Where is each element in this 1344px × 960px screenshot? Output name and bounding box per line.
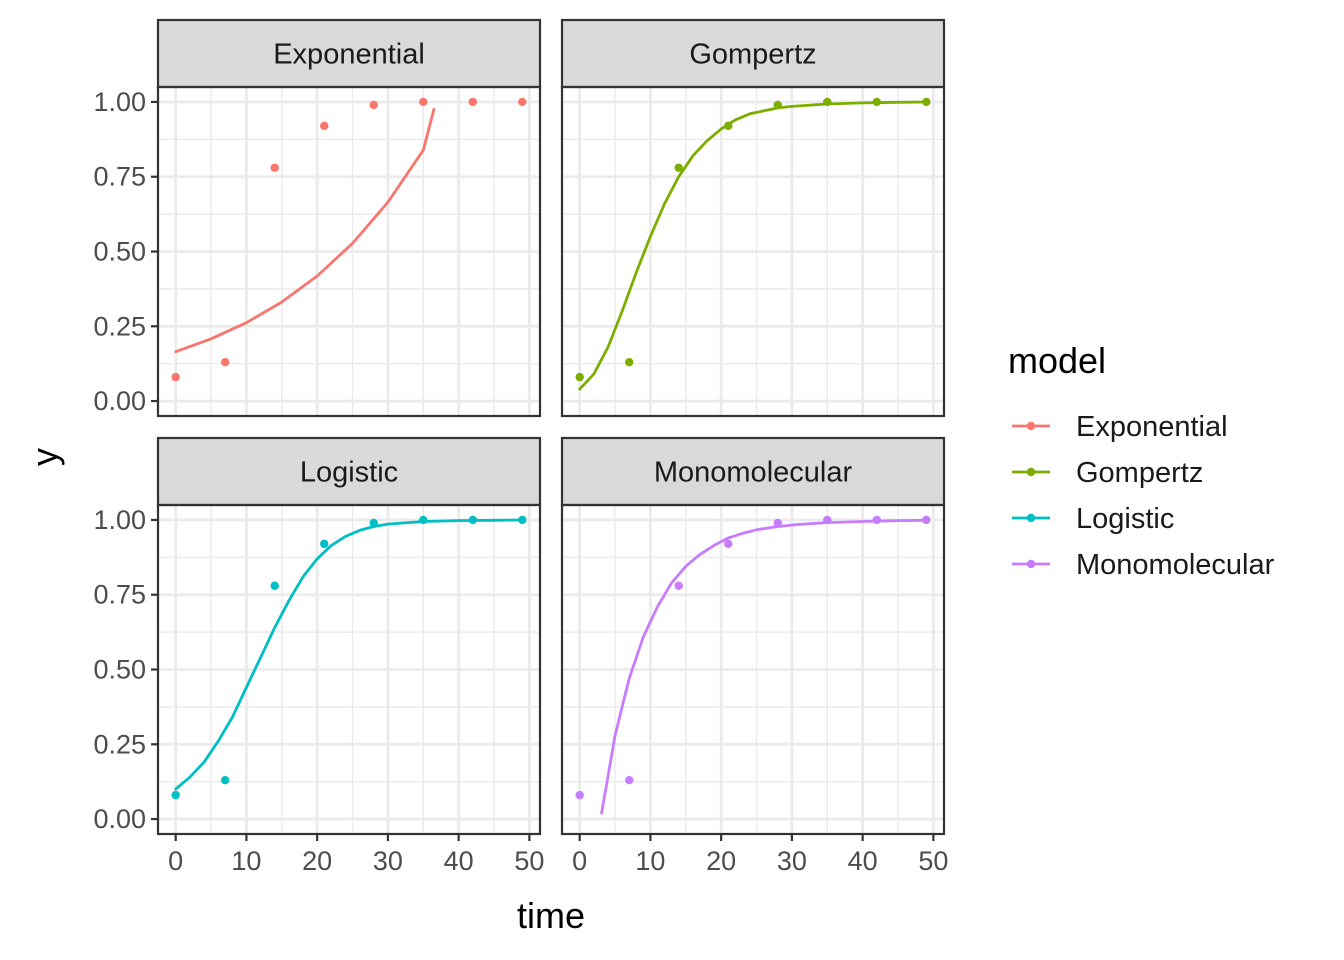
panel-border xyxy=(560,85,946,418)
facet-strip xyxy=(560,436,946,507)
data-point xyxy=(518,97,527,107)
y-tick-label: 0.00 xyxy=(93,386,146,416)
data-point xyxy=(419,97,428,107)
data-point xyxy=(625,357,634,367)
data-point xyxy=(872,97,881,107)
data-point xyxy=(369,518,378,528)
x-tick-label: 50 xyxy=(918,846,948,876)
y-tick-label: 1.00 xyxy=(93,505,146,535)
fitted-curve-monomolecular xyxy=(600,518,928,815)
legend-label: Monomolecular xyxy=(1076,549,1275,581)
x-tick-label: 0 xyxy=(572,846,587,876)
legend-title: model xyxy=(1008,340,1106,381)
y-tick-label: 0.75 xyxy=(93,580,146,610)
data-point xyxy=(221,357,230,367)
data-point xyxy=(369,100,378,110)
panel-border xyxy=(560,503,946,836)
legend-key-point xyxy=(1026,559,1036,569)
facet-panel-monomolecular: Monomolecular 0 10 20 30 40 50 xyxy=(560,436,948,876)
data-point xyxy=(171,790,180,800)
x-tick-label: 50 xyxy=(514,846,544,876)
y-tick-label: 1.00 xyxy=(93,87,146,117)
data-point xyxy=(773,100,782,110)
data-point xyxy=(922,515,931,525)
data-point xyxy=(270,581,279,590)
data-point xyxy=(724,539,733,549)
data-point xyxy=(171,372,180,382)
x-tick-label: 30 xyxy=(777,846,807,876)
x-tick-label: 40 xyxy=(848,846,878,876)
legend: model Exponential Gompertz Logistic Monomole… xyxy=(1008,340,1275,581)
facet-strip xyxy=(156,18,542,89)
x-tick-label: 10 xyxy=(635,846,665,876)
x-tick-label: 20 xyxy=(302,846,332,876)
data-point xyxy=(468,515,477,525)
y-tick-label: 0.25 xyxy=(93,729,146,759)
legend-label: Logistic xyxy=(1076,503,1174,535)
facet-strip-label: Gompertz xyxy=(689,39,816,71)
data-point xyxy=(575,372,584,382)
facet-strip xyxy=(156,436,542,507)
data-point xyxy=(674,581,683,590)
data-point xyxy=(823,97,832,107)
legend-key-point xyxy=(1026,421,1036,431)
facet-strip-label: Monomolecular xyxy=(654,457,853,489)
data-point xyxy=(922,97,931,107)
y-tick-label: 0.50 xyxy=(93,655,146,685)
fitted-curve-exponential xyxy=(174,108,436,354)
data-point xyxy=(419,515,428,525)
data-point xyxy=(575,790,584,800)
x-axis-title: time xyxy=(517,895,585,936)
legend-label: Exponential xyxy=(1076,411,1228,443)
x-tick-label: 10 xyxy=(231,846,261,876)
x-tick-label: 0 xyxy=(168,846,183,876)
data-point xyxy=(674,163,683,172)
data-point xyxy=(625,775,634,785)
fitted-curve-logistic xyxy=(174,518,524,791)
data-point xyxy=(773,518,782,528)
y-tick-label: 0.75 xyxy=(93,162,146,192)
data-point xyxy=(270,163,279,172)
facet-panel-gompertz: Gompertz xyxy=(560,18,946,418)
y-tick-label: 0.25 xyxy=(93,311,146,341)
y-tick-label: 0.00 xyxy=(93,804,146,834)
data-point xyxy=(823,515,832,525)
facet-strip-label: Exponential xyxy=(273,39,425,71)
data-point xyxy=(221,775,230,785)
facet-strip xyxy=(560,18,946,89)
fitted-curve-gompertz xyxy=(578,100,928,391)
data-point xyxy=(320,121,329,131)
facet-panel-exponential: Exponential 0.00 0.25 0.50 0.75 1.00 xyxy=(93,18,542,418)
data-point xyxy=(320,539,329,549)
y-tick-label: 0.50 xyxy=(93,237,146,267)
data-point xyxy=(724,121,733,131)
x-tick-label: 30 xyxy=(373,846,403,876)
data-point xyxy=(872,515,881,525)
facet-strip-label: Logistic xyxy=(300,457,398,489)
facet-panel-logistic: Logistic 0.00 0.25 0.50 0.75 1.00 0 10 20 30 40 50 xyxy=(93,436,544,876)
data-point xyxy=(468,97,477,107)
legend-key-point xyxy=(1026,467,1036,477)
x-tick-label: 40 xyxy=(444,846,474,876)
data-point xyxy=(518,515,527,525)
x-tick-label: 20 xyxy=(706,846,736,876)
legend-label: Gompertz xyxy=(1076,457,1203,489)
legend-key-point xyxy=(1026,513,1036,523)
y-axis-title: y xyxy=(24,448,65,466)
